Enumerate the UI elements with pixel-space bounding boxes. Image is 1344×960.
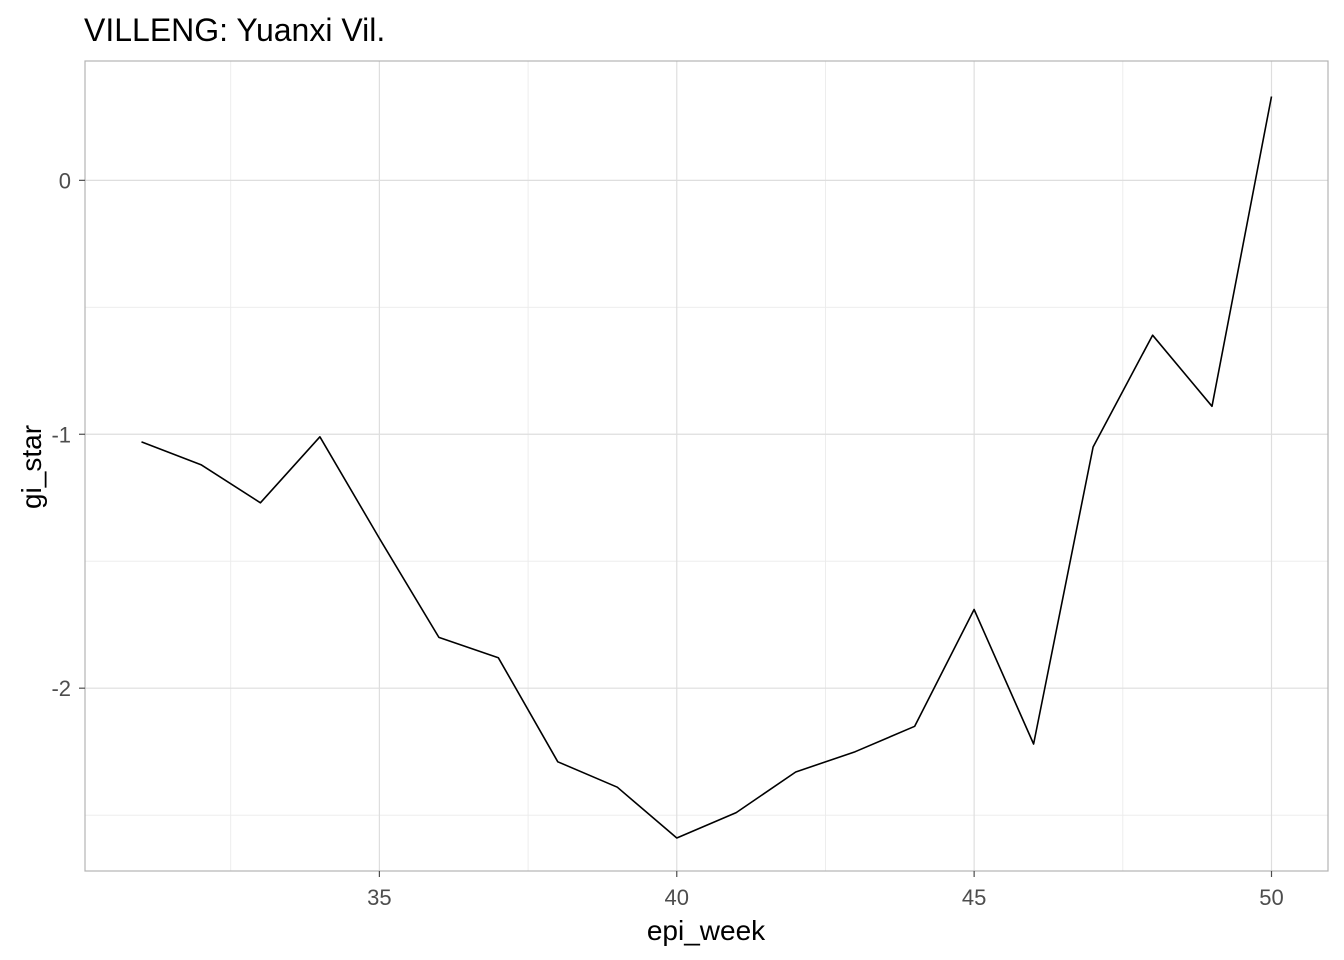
x-tick-label: 35 — [367, 885, 391, 910]
x-axis-title: epi_week — [647, 915, 766, 946]
plot-panel-border — [84, 60, 1329, 872]
gi-star-series-line — [141, 96, 1273, 839]
y-axis-ticks: -2 -1 0 — [51, 168, 85, 701]
x-tick-label: 50 — [1259, 885, 1283, 910]
y-tick-label: -1 — [51, 422, 71, 447]
chart-title: VILLENG: Yuanxi Vil. — [84, 12, 385, 48]
minor-gridlines — [85, 61, 1328, 871]
y-axis-title: gi_star — [16, 425, 47, 509]
y-tick-label: -2 — [51, 676, 71, 701]
x-tick-label: 45 — [962, 885, 986, 910]
x-tick-label: 40 — [665, 885, 689, 910]
x-axis-ticks: 35 40 45 50 — [367, 871, 1284, 910]
y-tick-label: 0 — [59, 168, 71, 193]
major-gridlines — [85, 61, 1328, 871]
